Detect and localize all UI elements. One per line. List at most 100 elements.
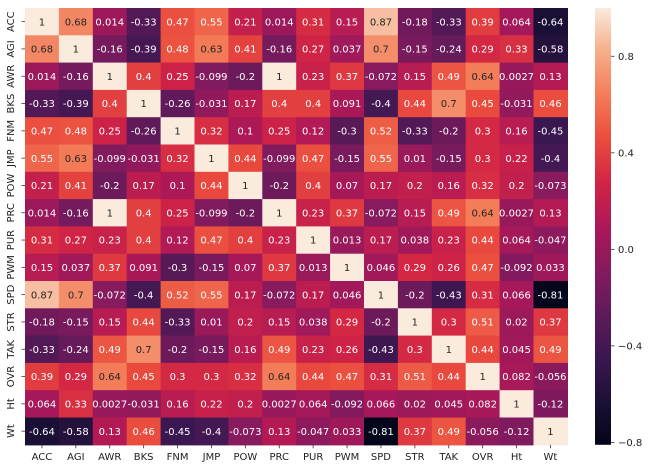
heatmap-cell-agi-pur bbox=[296, 35, 331, 64]
heatmap-cell-fnm-agi bbox=[58, 117, 94, 146]
heatmap-value-label: 0.29 bbox=[404, 263, 426, 274]
heatmap-cell-agi-tak bbox=[431, 35, 467, 64]
x-tick-label-pur: PUR bbox=[303, 452, 323, 463]
heatmap-cell-pur-fnm bbox=[160, 226, 196, 255]
heatmap-cell-pwm-agi bbox=[58, 253, 94, 282]
heatmap-value-label: 0.23 bbox=[99, 236, 121, 247]
heatmap-cell-awr-wt bbox=[533, 62, 568, 91]
heatmap-cell-ovr-fnm bbox=[160, 362, 196, 391]
heatmap-value-label: 0.55 bbox=[31, 154, 53, 165]
heatmap-value-label: 0.32 bbox=[200, 126, 222, 137]
heatmap-value-label: -0.33 bbox=[402, 126, 428, 137]
heatmap-value-label: 0.3 bbox=[407, 345, 423, 356]
heatmap-value-label: 0.014 bbox=[265, 17, 294, 28]
x-tick-label-str: STR bbox=[405, 452, 424, 463]
heatmap-cell-spd-spd bbox=[364, 281, 399, 309]
heatmap-cell-bks-jmp bbox=[194, 89, 229, 118]
heatmap-value-label: 0.47 bbox=[31, 126, 53, 137]
heatmap-cell-prc-str bbox=[397, 199, 433, 227]
heatmap-value-label: 0.64 bbox=[268, 372, 290, 383]
heatmap-cell-jmp-pur bbox=[296, 144, 331, 173]
colorbar-tick-label: 0.4 bbox=[618, 148, 634, 159]
heatmap-value-label: 0.52 bbox=[370, 126, 392, 137]
heatmap-value-label: -0.33 bbox=[131, 17, 157, 28]
heatmap-value-label: 0.046 bbox=[367, 263, 396, 274]
heatmap-cell-prc-prc bbox=[262, 199, 297, 227]
heatmap-value-label: -0.16 bbox=[97, 45, 123, 56]
heatmap-value-label: 0.22 bbox=[505, 154, 527, 165]
heatmap-value-label: -0.12 bbox=[504, 427, 530, 438]
heatmap-cell-agi-ovr bbox=[465, 35, 501, 64]
heatmap-value-label: -0.031 bbox=[128, 399, 160, 410]
heatmap-cell-tak-awr bbox=[92, 335, 128, 364]
heatmap-cell-ht-agi bbox=[58, 390, 94, 419]
heatmap-cell-str-awr bbox=[92, 308, 128, 337]
heatmap-cell-wt-prc bbox=[262, 417, 297, 446]
heatmap-value-label: 0.44 bbox=[404, 99, 426, 110]
x-axis: ACC AGI AWR BKS FNM JMP POW PRC PUR PWM SPD STR TAK O… bbox=[32, 444, 557, 463]
heatmap-cell-wt-ovr bbox=[465, 417, 501, 446]
heatmap-cell-pwm-pow bbox=[228, 253, 263, 282]
heatmap-cell-ht-pow bbox=[228, 390, 263, 419]
heatmap-value-label: 0.55 bbox=[370, 154, 392, 165]
heatmap-cell-ovr-spd bbox=[364, 362, 399, 391]
heatmap-cell-pwm-ovr bbox=[465, 253, 501, 282]
heatmap-value-label: 1 bbox=[107, 208, 113, 219]
heatmap-value-label: 0.2 bbox=[237, 318, 253, 329]
heatmap-value-label: 0.15 bbox=[31, 263, 53, 274]
heatmap-cell-pur-jmp bbox=[194, 226, 229, 255]
heatmap-cell-agi-acc bbox=[25, 35, 60, 64]
heatmap-cell-bks-tak bbox=[431, 89, 467, 118]
colorbar-tick-label: 0.0 bbox=[618, 245, 634, 256]
heatmap-value-label: 0.3 bbox=[475, 126, 491, 137]
colorbar-axis: −0.8 −0.4 0.0 0.4 0.8 bbox=[611, 52, 642, 449]
heatmap-cell-spd-pur bbox=[296, 281, 331, 309]
heatmap-value-label: 0.01 bbox=[404, 154, 426, 165]
heatmap-value-label: -0.16 bbox=[63, 208, 89, 219]
heatmap-cell-acc-prc bbox=[262, 8, 297, 36]
heatmap-cell-agi-awr bbox=[92, 35, 128, 64]
heatmap-cell-spd-fnm bbox=[160, 281, 196, 309]
heatmap-cell-wt-fnm bbox=[160, 417, 196, 446]
heatmap-value-label: 0.63 bbox=[200, 45, 222, 56]
heatmap-cell-jmp-wt bbox=[533, 144, 568, 173]
heatmap-cell-pwm-pwm bbox=[330, 253, 365, 282]
heatmap-value-label: 0.014 bbox=[28, 72, 57, 83]
heatmap-value-label: 1 bbox=[140, 99, 146, 110]
heatmap-value-label: 0.13 bbox=[268, 427, 290, 438]
heatmap-value-label: 1 bbox=[276, 208, 282, 219]
heatmap-cell-awr-pur bbox=[296, 62, 331, 91]
heatmap-cell-pow-pow bbox=[228, 171, 263, 200]
heatmap-value-label: -0.15 bbox=[63, 318, 89, 329]
heatmap-value-label: 0.064 bbox=[502, 236, 531, 247]
heatmap-cell-fnm-pur bbox=[296, 117, 331, 146]
heatmap-value-label: -0.031 bbox=[195, 99, 227, 110]
x-tick-label-ht: Ht bbox=[511, 452, 523, 463]
heatmap-value-label: 1 bbox=[276, 72, 282, 83]
heatmap-value-label: -0.18 bbox=[29, 318, 55, 329]
heatmap-value-label: 0.15 bbox=[404, 208, 426, 219]
heatmap-cell-pow-wt bbox=[533, 171, 568, 200]
heatmap-value-label: 0.25 bbox=[166, 208, 188, 219]
heatmap-value-label: 0.091 bbox=[333, 99, 362, 110]
heatmap-value-label: 0.7 bbox=[136, 345, 152, 356]
heatmap-value-label: 0.29 bbox=[336, 318, 358, 329]
y-tick-label-wt: Wt bbox=[6, 424, 17, 438]
heatmap-cell-wt-pur bbox=[296, 417, 331, 446]
heatmap-value-label: 0.47 bbox=[200, 236, 222, 247]
heatmap-value-label: -0.031 bbox=[500, 99, 532, 110]
heatmap-value-label: 0.4 bbox=[136, 236, 152, 247]
heatmap-value-label: 0.33 bbox=[505, 45, 527, 56]
heatmap-cell-pwm-prc bbox=[262, 253, 297, 282]
heatmap-value-label: -0.15 bbox=[436, 154, 462, 165]
heatmap-cell-agi-fnm bbox=[160, 35, 196, 64]
heatmap-value-label: 1 bbox=[107, 72, 113, 83]
heatmap-cell-bks-awr bbox=[92, 89, 128, 118]
heatmap-cell-str-pow bbox=[228, 308, 263, 337]
heatmap-cell-acc-str bbox=[397, 8, 433, 36]
heatmap-value-label: 0.64 bbox=[472, 72, 494, 83]
heatmap-value-label: 0.47 bbox=[302, 154, 324, 165]
heatmap-value-label: 0.082 bbox=[502, 372, 531, 383]
heatmap-cell-agi-jmp bbox=[194, 35, 229, 64]
